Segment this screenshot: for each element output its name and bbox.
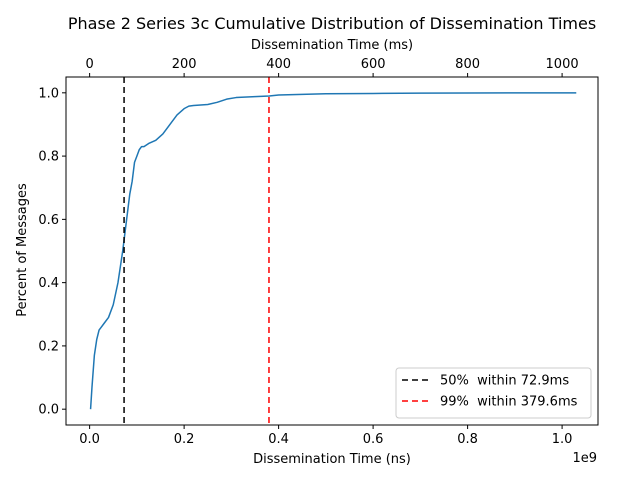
top-x-tick-label: 200 <box>172 57 197 72</box>
top-x-tick-label: 600 <box>361 57 386 72</box>
x-tick-label: 0.8 <box>457 432 478 447</box>
y-axis-label: Percent of Messages <box>15 183 30 317</box>
plot-frame <box>65 76 599 426</box>
x-tick-label: 1.0 <box>552 432 573 447</box>
top-x-tick-label: 800 <box>455 57 480 72</box>
x-axis-offset-label: 1e9 <box>572 451 597 466</box>
y-tick-label: 0.4 <box>38 276 59 291</box>
plot-content <box>89 77 577 425</box>
legend: 50% within 72.9ms 99% within 379.6ms <box>395 367 592 419</box>
y-tick-label: 1.0 <box>38 86 59 101</box>
x-tick-label: 0.2 <box>174 432 195 447</box>
top-x-tick-label: 400 <box>266 57 291 72</box>
legend-box <box>395 367 592 419</box>
x-axis-label: Dissemination Time (ns) <box>253 452 411 467</box>
x-tick-label: 0.6 <box>363 432 384 447</box>
chart-title: Phase 2 Series 3c Cumulative Distributio… <box>68 14 596 33</box>
cdf-line <box>89 92 577 410</box>
legend-label: 99% within 379.6ms <box>440 395 578 410</box>
y-tick-label: 0.8 <box>38 150 59 165</box>
top-x-tick-label: 0 <box>85 57 93 72</box>
legend-label: 50% within 72.9ms <box>440 374 569 389</box>
x-tick-label: 0.4 <box>268 432 289 447</box>
top-x-tick-label: 1000 <box>546 57 579 72</box>
y-tick-label: 0.2 <box>38 339 59 354</box>
y-tick-label: 0.6 <box>38 213 59 228</box>
y-tick-label: 0.0 <box>38 403 59 418</box>
x-tick-label: 0.0 <box>79 432 100 447</box>
top-x-axis-label: Dissemination Time (ms) <box>251 38 413 53</box>
